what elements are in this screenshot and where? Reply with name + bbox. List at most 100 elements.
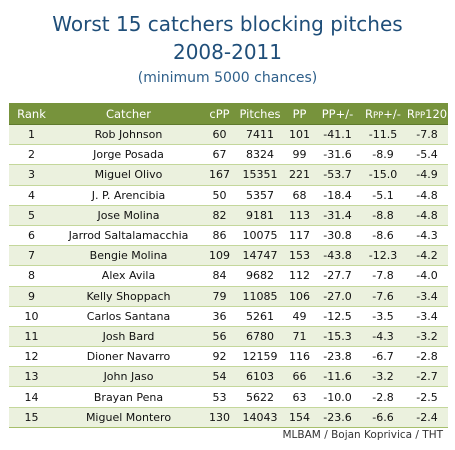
- cell-rpp-plus-minus: -12.3: [360, 245, 406, 267]
- header-rpp-plus-minus: RPP+/-: [360, 103, 406, 125]
- cell-rank: 3: [9, 164, 54, 186]
- cell-cpp: 50: [203, 185, 236, 206]
- cell-pitches: 9682: [236, 265, 284, 287]
- cell-pp-plus-minus: -12.5: [315, 306, 360, 327]
- source-credit: MLBAM / Bojan Koprivica / THT: [282, 429, 444, 441]
- cell-rpp-plus-minus: -3.5: [360, 306, 406, 327]
- cell-pp-plus-minus: -27.7: [315, 265, 360, 287]
- header-rpp-r: R: [365, 106, 374, 121]
- header-pp-plus-minus: PP+/-: [315, 103, 360, 125]
- cell-rpp120: -7.8: [406, 124, 448, 146]
- cell-rank: 8: [9, 265, 54, 287]
- cell-pp-plus-minus: -43.8: [315, 245, 360, 267]
- cell-pp: 116: [284, 346, 315, 368]
- cell-pitches: 5261: [236, 306, 284, 327]
- header-rpp-tail: +/-: [383, 106, 401, 121]
- cell-rpp120: -4.0: [406, 265, 448, 287]
- cell-rpp-plus-minus: -8.6: [360, 225, 406, 247]
- cell-rpp120: -4.2: [406, 245, 448, 267]
- cell-pp: 99: [284, 144, 315, 166]
- cell-pitches: 15351: [236, 164, 284, 186]
- cell-rpp120: -4.9: [406, 164, 448, 186]
- cell-cpp: 92: [203, 346, 236, 368]
- header-rpp120-tail: 120: [425, 106, 448, 121]
- cell-pp: 154: [284, 407, 315, 428]
- cell-pp-plus-minus: -23.6: [315, 407, 360, 428]
- cell-pp-plus-minus: -31.6: [315, 144, 360, 166]
- cell-rpp120: -3.4: [406, 306, 448, 327]
- cell-pp: 63: [284, 386, 315, 408]
- cell-catcher: Jorge Posada: [54, 144, 203, 166]
- cell-cpp: 67: [203, 144, 236, 166]
- cell-catcher: Josh Bard: [54, 326, 203, 348]
- cell-pitches: 9181: [236, 205, 284, 226]
- cell-cpp: 53: [203, 386, 236, 408]
- cell-rpp-plus-minus: -11.5: [360, 124, 406, 146]
- cell-catcher: J. P. Arencibia: [54, 185, 203, 206]
- cell-catcher: Brayan Pena: [54, 386, 203, 408]
- cell-catcher: Kelly Shoppach: [54, 286, 203, 307]
- header-rpp120: RPP120: [406, 103, 448, 125]
- cell-rank: 9: [9, 286, 54, 307]
- cell-pp-plus-minus: -53.7: [315, 164, 360, 186]
- cell-pp-plus-minus: -10.0: [315, 386, 360, 408]
- header-pp: PP: [284, 103, 315, 125]
- cell-rank: 4: [9, 185, 54, 206]
- cell-rpp-plus-minus: -8.9: [360, 144, 406, 166]
- cell-pitches: 14747: [236, 245, 284, 267]
- cell-catcher: Jarrod Saltalamacchia: [54, 225, 203, 247]
- cell-cpp: 60: [203, 124, 236, 146]
- cell-pp: 117: [284, 225, 315, 247]
- cell-pp-plus-minus: -27.0: [315, 286, 360, 307]
- cell-rpp120: -2.4: [406, 407, 448, 428]
- header-rpp-sub: PP: [373, 110, 384, 121]
- cell-rank: 2: [9, 144, 54, 166]
- cell-pp: 71: [284, 326, 315, 348]
- cell-catcher: Dioner Navarro: [54, 346, 203, 368]
- table-row: 1 Rob Johnson 60 7411 101 -41.1 -11.5 -7.8: [9, 124, 448, 146]
- table-row: 8 Alex Avila 84 9682 112 -27.7 -7.8 -4.0: [9, 265, 448, 287]
- cell-catcher: Miguel Olivo: [54, 164, 203, 186]
- cell-rank: 12: [9, 346, 54, 368]
- cell-rpp-plus-minus: -4.3: [360, 326, 406, 348]
- table-row: 2 Jorge Posada 67 8324 99 -31.6 -8.9 -5.4: [9, 144, 448, 166]
- cell-rpp120: -2.7: [406, 366, 448, 388]
- cell-rpp-plus-minus: -6.7: [360, 346, 406, 368]
- cell-pitches: 6103: [236, 366, 284, 388]
- cell-rpp-plus-minus: -7.6: [360, 286, 406, 307]
- cell-cpp: 84: [203, 265, 236, 287]
- cell-rank: 1: [9, 124, 54, 146]
- cell-pp: 112: [284, 265, 315, 287]
- cell-rpp-plus-minus: -3.2: [360, 366, 406, 388]
- cell-pitches: 6780: [236, 326, 284, 348]
- cell-rpp120: -4.8: [406, 205, 448, 226]
- cell-rank: 15: [9, 407, 54, 428]
- table-row: 3 Miguel Olivo 167 15351 221 -53.7 -15.0 -4.9: [9, 164, 448, 186]
- cell-rpp120: -4.3: [406, 225, 448, 247]
- cell-pp-plus-minus: -18.4: [315, 185, 360, 206]
- cell-rpp-plus-minus: -7.8: [360, 265, 406, 287]
- cell-pitches: 14043: [236, 407, 284, 428]
- cell-rpp-plus-minus: -6.6: [360, 407, 406, 428]
- cell-catcher: Miguel Montero: [54, 407, 203, 428]
- cell-pp: 101: [284, 124, 315, 146]
- header-rpp120-sub: PP: [414, 110, 426, 121]
- cell-rank: 14: [9, 386, 54, 408]
- catchers-table: Rank Catcher cPP Pitches PP PP+/- RPP+/-…: [9, 103, 448, 428]
- cell-pp: 49: [284, 306, 315, 327]
- header-cpp: cPP: [203, 103, 236, 125]
- cell-pitches: 8324: [236, 144, 284, 166]
- cell-pp: 68: [284, 185, 315, 206]
- cell-cpp: 130: [203, 407, 236, 428]
- cell-rank: 13: [9, 366, 54, 388]
- table-row: 14 Brayan Pena 53 5622 63 -10.0 -2.8 -2.5: [9, 386, 448, 408]
- cell-catcher: Bengie Molina: [54, 245, 203, 267]
- cell-rank: 7: [9, 245, 54, 267]
- cell-catcher: Carlos Santana: [54, 306, 203, 327]
- table-row: 11 Josh Bard 56 6780 71 -15.3 -4.3 -3.2: [9, 326, 448, 348]
- cell-rank: 5: [9, 205, 54, 226]
- cell-rpp120: -3.4: [406, 286, 448, 307]
- cell-catcher: Alex Avila: [54, 265, 203, 287]
- cell-pp-plus-minus: -11.6: [315, 366, 360, 388]
- cell-pp-plus-minus: -30.8: [315, 225, 360, 247]
